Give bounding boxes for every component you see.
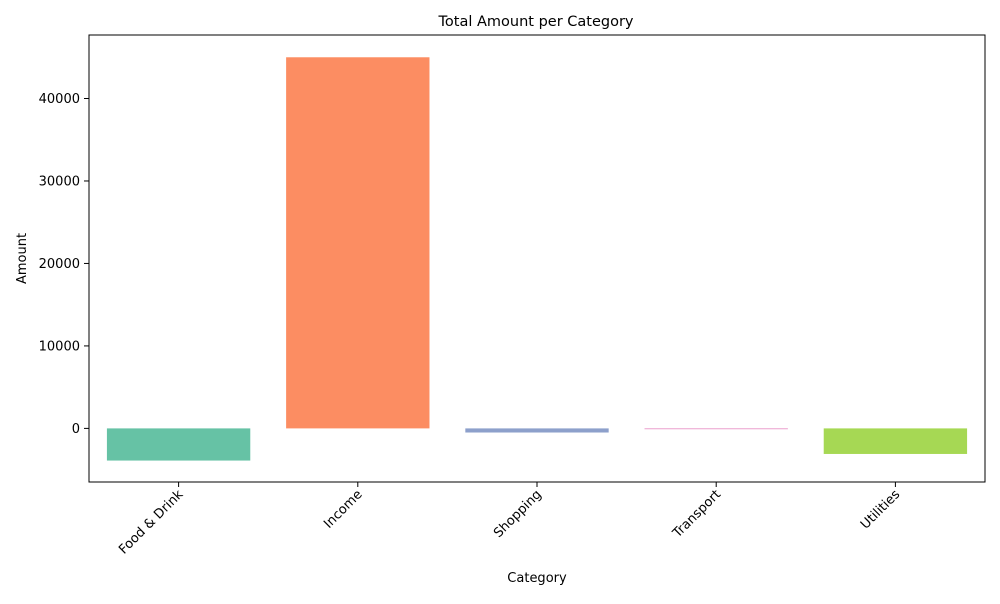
y-tick-label: 0 [72,422,80,437]
bar-shopping [465,428,609,433]
y-axis: 0 10000 20000 30000 40000 [39,92,89,437]
x-tick-label: Shopping [491,487,545,541]
y-axis-title: Amount [15,233,30,284]
plot-frame [88,34,986,483]
x-tick-label: Income [321,487,365,531]
y-tick-label: 40000 [39,92,80,107]
x-tick-label: Food & Drink [116,487,187,558]
bar-transport [644,428,788,430]
x-tick-label: Utilities [858,487,903,532]
y-tick-label: 10000 [39,339,80,354]
x-tick-label: Transport [670,487,724,541]
chart-title: Total Amount per Category [438,14,634,30]
bar-income [286,57,430,429]
y-tick-label: 30000 [39,174,80,189]
bars-group [106,57,968,461]
y-tick-label: 20000 [39,257,80,272]
bar-utilities [823,428,968,454]
bar-food-drink [106,428,251,461]
x-axis: Food & Drink Income Shopping Transport Utili… [116,482,903,557]
x-axis-title: Category [507,571,567,586]
